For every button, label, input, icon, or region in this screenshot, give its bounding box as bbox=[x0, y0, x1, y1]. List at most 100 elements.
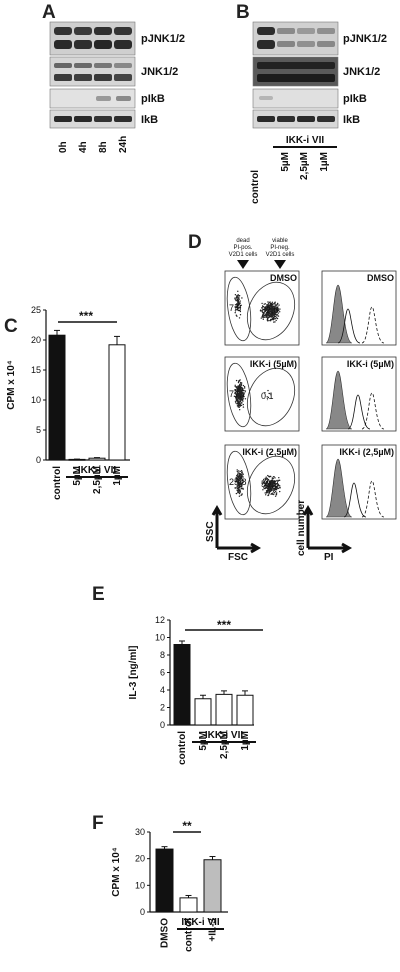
blot-a-row-label: pIkB bbox=[141, 93, 165, 105]
scatter-dot bbox=[261, 483, 264, 485]
scatter-dot bbox=[263, 315, 265, 318]
scatter-dot bbox=[242, 479, 244, 481]
scatter-dot bbox=[277, 308, 279, 310]
gate-header-dead: V2D1 cells bbox=[229, 252, 258, 258]
x-tick-label: 1µM bbox=[240, 731, 251, 751]
scatter-dot bbox=[273, 305, 275, 308]
gate-header-dead: dead bbox=[236, 238, 249, 244]
bar bbox=[48, 334, 66, 461]
scatter-dot bbox=[273, 321, 275, 323]
gate-value-viable: 82,6 bbox=[261, 305, 279, 315]
scatter-dot bbox=[236, 394, 238, 397]
scatter-dot bbox=[234, 312, 236, 314]
scatter-dot bbox=[237, 299, 239, 302]
scatter-dot bbox=[267, 396, 270, 399]
scatter-dot bbox=[239, 379, 241, 381]
y-tick-label: 10 bbox=[31, 395, 41, 405]
scatter-dot bbox=[265, 482, 267, 484]
scatter-dot bbox=[267, 489, 269, 492]
scatter-dot bbox=[261, 307, 263, 309]
scatter-dot bbox=[234, 400, 237, 402]
bar bbox=[236, 694, 254, 726]
scatter-dot bbox=[279, 308, 281, 310]
panel-label-b: B bbox=[236, 2, 250, 23]
scatter-dot bbox=[269, 309, 271, 311]
scatter-dot bbox=[241, 396, 243, 398]
bar bbox=[173, 644, 191, 726]
blot-b-row-label: IkB bbox=[343, 114, 360, 126]
scatter-dot bbox=[238, 492, 241, 495]
scatter-dot bbox=[266, 478, 269, 480]
x-tick-label: control bbox=[177, 731, 188, 765]
scatter-dot bbox=[240, 384, 242, 387]
scatter-dot bbox=[269, 320, 272, 322]
scatter-dot bbox=[264, 492, 266, 494]
scatter-dot bbox=[237, 298, 239, 300]
scatter-dot bbox=[237, 484, 239, 487]
scatter-dot bbox=[236, 469, 238, 471]
scatter-dot bbox=[267, 309, 269, 311]
panel-label-a: A bbox=[42, 2, 56, 23]
scatter-dot bbox=[265, 476, 267, 478]
scatter-dot bbox=[272, 317, 274, 319]
scatter-dot bbox=[235, 391, 237, 394]
scatter-dot bbox=[270, 311, 272, 313]
scatter-dot bbox=[267, 494, 269, 497]
scatter-dot bbox=[268, 487, 271, 489]
scatter-dot bbox=[234, 396, 237, 398]
gate-dead bbox=[226, 276, 252, 342]
scatter-dot bbox=[237, 475, 239, 477]
scatter-dot bbox=[242, 389, 245, 392]
gate-header-dead: PI-pos. bbox=[233, 245, 252, 251]
scatter-dot bbox=[234, 306, 236, 308]
scatter-dot bbox=[267, 389, 269, 392]
treatment-label: IKK-i VII bbox=[78, 465, 117, 476]
blot-a-row-label: IkB bbox=[141, 114, 158, 126]
scatter-dot bbox=[242, 403, 244, 406]
scatter-dot bbox=[241, 395, 243, 397]
y-tick-label: 30 bbox=[135, 827, 145, 837]
scatter-dot bbox=[236, 400, 238, 402]
scatter-dot bbox=[266, 492, 268, 494]
gate-value-dead: 77,7 bbox=[229, 389, 247, 399]
scatter-dot bbox=[242, 473, 244, 475]
scatter-dot bbox=[267, 318, 269, 320]
scatter-dot bbox=[237, 301, 240, 304]
scatter-dot bbox=[263, 314, 265, 316]
scatter-dot bbox=[261, 314, 264, 317]
scatter-dot bbox=[277, 480, 280, 482]
histogram-sample bbox=[337, 308, 361, 344]
scatter-dot bbox=[238, 397, 240, 399]
scatter-dot bbox=[238, 295, 241, 297]
chart-e: 0 2 4 6 8 10 12 IL-3 [ng/ml] control 5µM 2,5µM 1µMI… bbox=[128, 615, 256, 765]
scatter-dot bbox=[238, 495, 241, 497]
scatter-dot bbox=[274, 302, 276, 304]
scatter-dot bbox=[267, 316, 269, 319]
scatter-dot bbox=[277, 485, 279, 487]
scatter-dot bbox=[237, 304, 240, 306]
scatter-dot bbox=[275, 483, 277, 485]
scatter-tag: IKK-i (2,5µM) bbox=[242, 447, 297, 457]
scatter-dot bbox=[273, 482, 275, 484]
scatter-dot bbox=[266, 307, 268, 309]
scatter-dot bbox=[240, 488, 242, 490]
scatter-dot bbox=[240, 393, 242, 395]
bar bbox=[108, 344, 126, 461]
y-tick-label: 0 bbox=[140, 907, 145, 917]
scatter-dot bbox=[268, 319, 270, 322]
scatter-dot bbox=[266, 491, 268, 493]
scatter-dot bbox=[270, 394, 272, 396]
scatter-dot bbox=[241, 297, 243, 299]
scatter-dot bbox=[241, 392, 243, 394]
scatter-dot bbox=[266, 304, 268, 306]
scatter-dot bbox=[237, 488, 240, 490]
scatter-dot bbox=[263, 303, 265, 305]
scatter-dot bbox=[276, 479, 278, 482]
scatter-dot bbox=[267, 301, 269, 303]
scatter-dot bbox=[268, 310, 270, 313]
scatter-dot bbox=[277, 306, 279, 308]
scatter-dot bbox=[271, 486, 273, 488]
scatter-dot bbox=[239, 300, 241, 302]
histogram-sample bbox=[347, 394, 371, 430]
